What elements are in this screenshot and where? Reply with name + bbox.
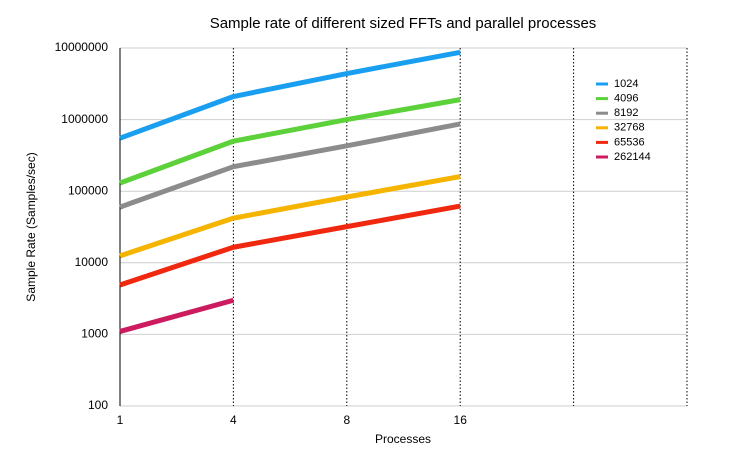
series-line <box>119 97 461 186</box>
y-tick-label: 100 <box>88 398 108 412</box>
legend-label: 8192 <box>614 107 638 119</box>
legend-label: 1024 <box>614 78 638 90</box>
x-tick-label: 16 <box>454 413 468 427</box>
y-tick-label: 10000000 <box>55 40 109 54</box>
series-line <box>119 203 461 288</box>
y-tick-label: 100000 <box>68 183 108 197</box>
legend-label: 4096 <box>614 93 638 105</box>
legend-label: 65536 <box>614 136 645 148</box>
series-line <box>119 174 461 259</box>
legend-label: 32768 <box>614 122 645 134</box>
x-tick-label: 8 <box>343 413 350 427</box>
series-line <box>119 121 461 210</box>
y-axis-title: Sample Rate (Samples/sec) <box>24 152 38 301</box>
x-tick-label: 1 <box>117 413 124 427</box>
x-axis-title: Processes <box>375 432 431 446</box>
series-line <box>119 49 461 141</box>
legend-label: 262144 <box>614 151 651 163</box>
y-tick-label: 1000000 <box>61 112 108 126</box>
x-tick-label: 4 <box>230 413 237 427</box>
series-line <box>119 297 235 334</box>
y-tick-label: 1000 <box>81 327 108 341</box>
y-tick-label: 10000 <box>75 255 109 269</box>
chart-title: Sample rate of different sized FFTs and … <box>210 15 597 32</box>
